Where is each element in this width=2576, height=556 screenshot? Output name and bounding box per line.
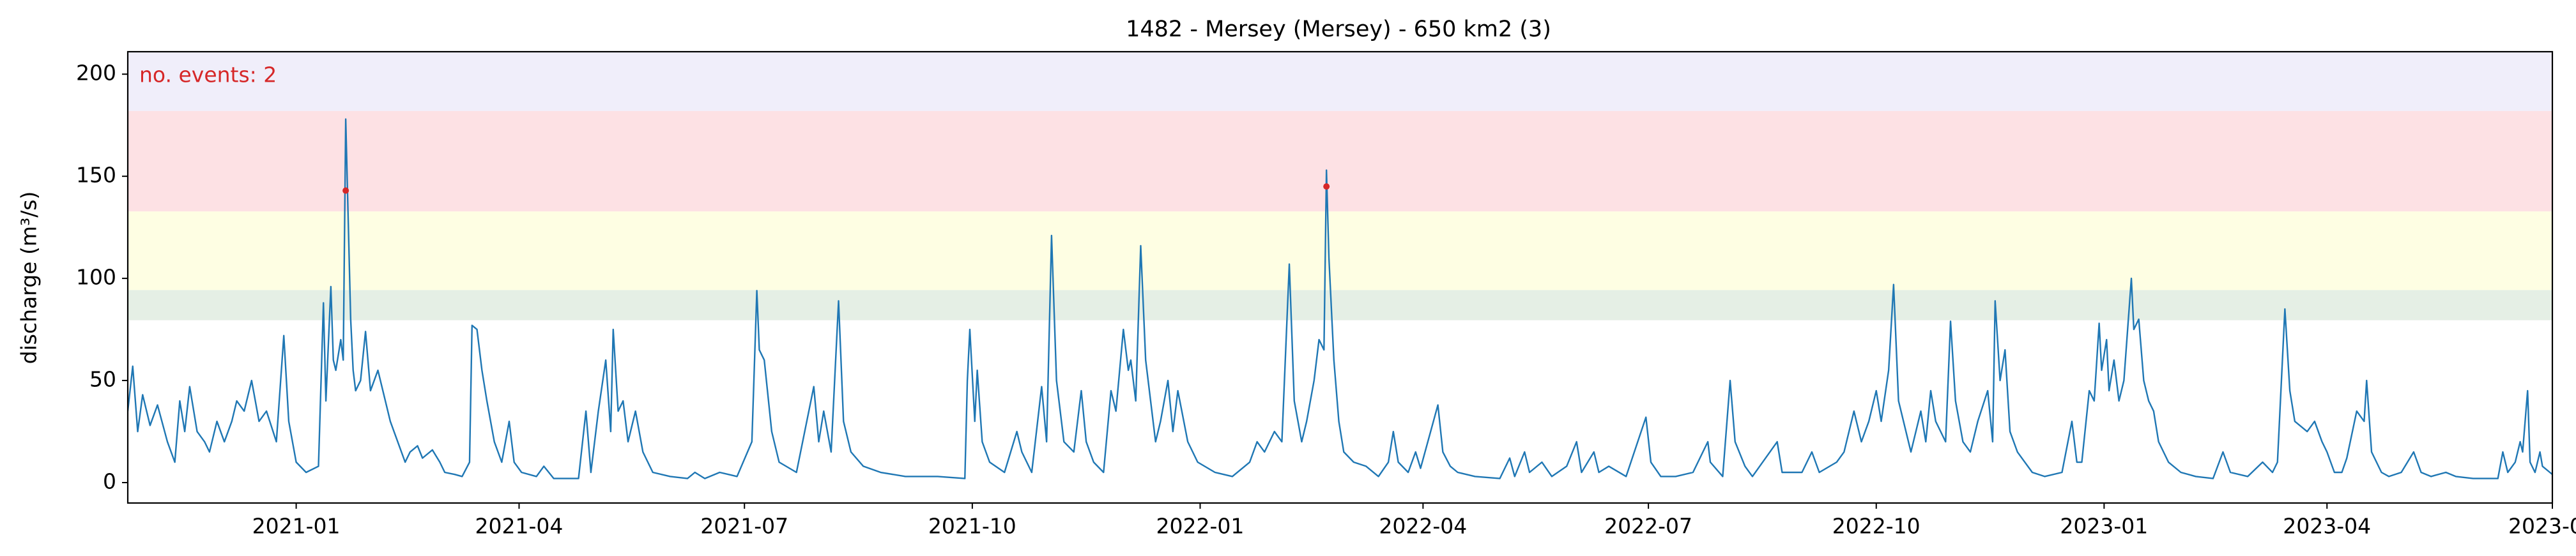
- x-tick-label: 2021-10: [928, 514, 1016, 539]
- x-tick-label: 2023-04: [2283, 514, 2371, 539]
- x-tick-label: 2022-10: [1832, 514, 1920, 539]
- y-tick-label: 100: [76, 265, 116, 290]
- x-tick-label: 2022-07: [1604, 514, 1692, 539]
- x-tick-label: 2023-07: [2508, 514, 2576, 539]
- event-marker: [342, 187, 349, 194]
- event-count: no. events: 2: [139, 63, 277, 87]
- x-tick-label: 2021-07: [700, 514, 788, 539]
- plot-frame: [126, 50, 2554, 504]
- threshold-band: [128, 290, 2552, 320]
- x-tick-label: 2023-01: [2060, 514, 2148, 539]
- y-axis-label: discharge (m³/s): [17, 192, 42, 364]
- threshold-band: [128, 52, 2552, 111]
- y-tick-label: 50: [89, 367, 116, 392]
- x-tick-label: 2021-01: [252, 514, 341, 539]
- threshold-band: [128, 211, 2552, 290]
- y-tick-label: 0: [103, 469, 116, 494]
- chart-title: 1482 - Mersey (Mersey) - 650 km2 (3): [1126, 17, 1551, 42]
- x-tick-label: 2022-01: [1156, 514, 1245, 539]
- x-tick-label: 2021-04: [475, 514, 564, 539]
- y-tick-label: 200: [76, 61, 116, 86]
- threshold-band: [128, 110, 2552, 212]
- event-marker: [1323, 183, 1330, 190]
- discharge-line: [128, 118, 2552, 479]
- y-tick-label: 150: [76, 163, 116, 188]
- x-tick-label: 2022-04: [1379, 514, 1467, 539]
